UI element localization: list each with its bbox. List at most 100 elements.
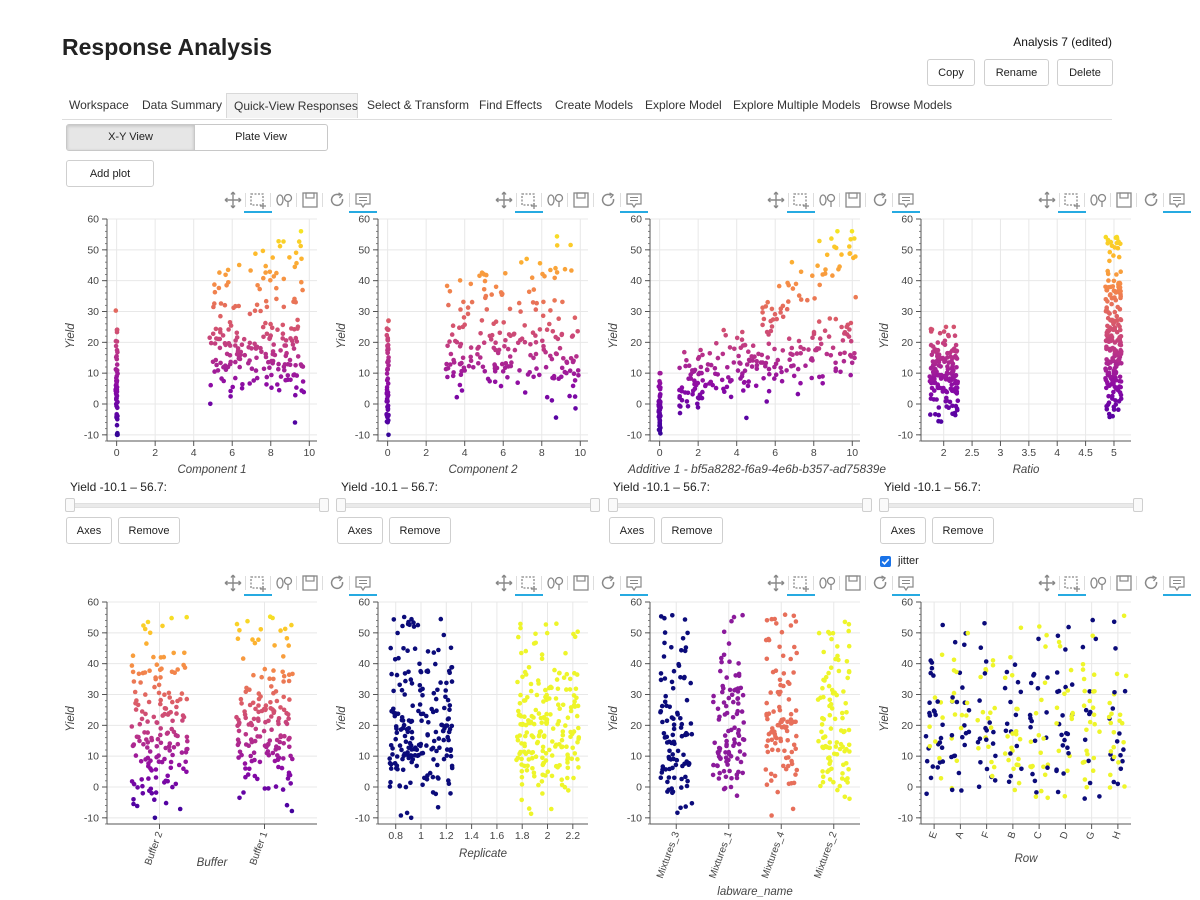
data-point: [1117, 731, 1122, 736]
data-point: [445, 343, 450, 349]
reset-icon[interactable]: [598, 190, 618, 210]
slider-handle-left[interactable]: [65, 498, 75, 512]
remove-button[interactable]: Remove: [661, 517, 723, 544]
yield-range-slider[interactable]: [879, 498, 1143, 512]
wheel-zoom-icon[interactable]: [274, 573, 294, 593]
box-zoom-icon[interactable]: [787, 573, 815, 596]
data-point: [1018, 689, 1024, 695]
save-icon[interactable]: [1114, 190, 1134, 210]
slider-handle-right[interactable]: [1133, 498, 1143, 512]
remove-button[interactable]: Remove: [389, 517, 451, 544]
wheel-zoom-icon[interactable]: [545, 190, 565, 210]
jitter-checkbox[interactable]: [880, 556, 891, 567]
y-tick-label: -10: [355, 812, 370, 824]
tab-browse-models[interactable]: Browse Models: [870, 98, 953, 112]
wheel-zoom-icon[interactable]: [817, 573, 837, 593]
pan-icon[interactable]: [1037, 573, 1057, 593]
data-point: [503, 271, 508, 276]
slider-handle-left[interactable]: [879, 498, 889, 512]
data-point: [534, 692, 540, 698]
axes-button[interactable]: Axes: [880, 517, 926, 544]
wheel-zoom-icon[interactable]: [1088, 190, 1108, 210]
box-zoom-icon[interactable]: [787, 190, 815, 213]
hover-icon[interactable]: [1163, 573, 1191, 596]
save-icon[interactable]: [300, 190, 320, 210]
data-point: [738, 345, 744, 351]
hover-icon[interactable]: [620, 573, 648, 596]
wheel-zoom-icon[interactable]: [817, 190, 837, 210]
rename-button[interactable]: Rename: [984, 59, 1049, 86]
wheel-zoom-icon[interactable]: [545, 573, 565, 593]
axes-button[interactable]: Axes: [609, 517, 655, 544]
pan-icon[interactable]: [223, 190, 243, 210]
yield-range-slider[interactable]: [336, 498, 600, 512]
copy-button[interactable]: Copy: [927, 59, 975, 86]
data-point: [672, 775, 677, 781]
box-zoom-icon[interactable]: [515, 573, 543, 596]
x-tick-label: 10: [303, 447, 315, 459]
reset-icon[interactable]: [870, 573, 890, 593]
wheel-zoom-icon[interactable]: [274, 190, 294, 210]
save-icon[interactable]: [300, 573, 320, 593]
hover-icon[interactable]: [349, 573, 377, 596]
delete-button[interactable]: Delete: [1057, 59, 1113, 86]
pan-icon[interactable]: [494, 573, 514, 593]
data-point: [927, 713, 933, 718]
reset-icon[interactable]: [1141, 190, 1161, 210]
wheel-zoom-icon[interactable]: [1088, 573, 1108, 593]
save-icon[interactable]: [1114, 573, 1134, 593]
box-zoom-icon[interactable]: [244, 573, 272, 596]
reset-icon[interactable]: [598, 573, 618, 593]
tab-select-transform[interactable]: Select & Transform: [367, 98, 470, 112]
tab-explore-multiple-models[interactable]: Explore Multiple Models: [733, 98, 861, 112]
box-zoom-icon[interactable]: [515, 190, 543, 213]
save-icon[interactable]: [571, 190, 591, 210]
reset-icon[interactable]: [327, 573, 347, 593]
reset-icon[interactable]: [327, 190, 347, 210]
tab-explore-model[interactable]: Explore Model: [645, 98, 722, 112]
reset-icon[interactable]: [870, 190, 890, 210]
data-point: [815, 697, 821, 702]
add-plot-button[interactable]: Add plot: [66, 160, 154, 187]
hover-icon[interactable]: [620, 190, 648, 213]
axes-button[interactable]: Axes: [337, 517, 383, 544]
tab-workspace[interactable]: Workspace: [69, 98, 129, 112]
box-zoom-icon[interactable]: [244, 190, 272, 213]
hover-icon[interactable]: [349, 190, 377, 213]
pan-icon[interactable]: [766, 573, 786, 593]
slider-handle-right[interactable]: [319, 498, 329, 512]
hover-icon[interactable]: [892, 573, 920, 596]
remove-button[interactable]: Remove: [118, 517, 180, 544]
hover-icon[interactable]: [892, 190, 920, 213]
remove-button[interactable]: Remove: [932, 517, 994, 544]
save-icon[interactable]: [843, 190, 863, 210]
pan-icon[interactable]: [223, 573, 243, 593]
slider-handle-left[interactable]: [336, 498, 346, 512]
plate-view-button[interactable]: Plate View: [235, 131, 287, 143]
data-point: [791, 780, 797, 786]
slider-handle-left[interactable]: [608, 498, 618, 512]
save-icon[interactable]: [843, 573, 863, 593]
tab-find-effects[interactable]: Find Effects: [479, 98, 543, 112]
tab-quick-view-responses[interactable]: Quick-View Responses: [226, 93, 358, 118]
pan-icon[interactable]: [1037, 190, 1057, 210]
yield-range-slider[interactable]: [608, 498, 872, 512]
box-zoom-icon[interactable]: [1058, 190, 1086, 213]
pan-icon[interactable]: [494, 190, 514, 210]
save-icon[interactable]: [571, 573, 591, 593]
slider-handle-right[interactable]: [590, 498, 600, 512]
axes-button[interactable]: Axes: [66, 517, 112, 544]
data-point: [817, 282, 822, 288]
hover-icon[interactable]: [1163, 190, 1191, 213]
slider-handle-right[interactable]: [862, 498, 872, 512]
yield-range-slider[interactable]: [65, 498, 329, 512]
tab-create-models[interactable]: Create Models: [555, 98, 634, 112]
box-zoom-icon[interactable]: [1058, 573, 1086, 596]
reset-icon[interactable]: [1141, 573, 1161, 593]
data-point: [531, 721, 537, 727]
data-point: [928, 396, 934, 401]
pan-icon[interactable]: [766, 190, 786, 210]
xy-view-button[interactable]: X-Y View: [67, 125, 194, 150]
y-tick-label: 30: [358, 689, 370, 701]
tab-data-summary[interactable]: Data Summary: [142, 98, 223, 112]
